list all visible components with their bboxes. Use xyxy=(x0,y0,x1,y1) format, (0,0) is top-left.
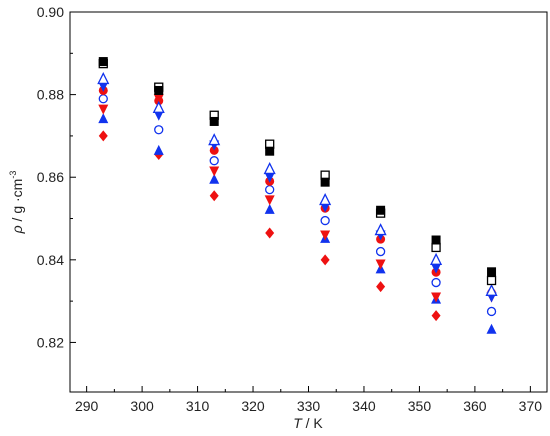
marker xyxy=(320,177,330,187)
marker xyxy=(98,57,108,67)
marker xyxy=(209,190,219,202)
marker xyxy=(431,242,441,253)
marker xyxy=(98,104,109,115)
marker xyxy=(431,292,442,303)
marker xyxy=(320,215,330,226)
marker xyxy=(265,227,275,239)
y-tick-label: 0.88 xyxy=(37,87,64,103)
x-tick-label: 360 xyxy=(463,398,487,414)
marker xyxy=(376,281,386,293)
x-label-var: T xyxy=(293,415,303,431)
x-tick-label: 340 xyxy=(352,398,376,414)
marker xyxy=(319,192,332,206)
marker xyxy=(153,110,164,121)
x-tick-label: 370 xyxy=(519,398,543,414)
marker xyxy=(486,275,497,286)
marker xyxy=(374,223,387,236)
marker xyxy=(487,267,497,277)
marker xyxy=(431,310,441,322)
marker xyxy=(430,252,443,265)
y-axis-label: ρ / g ·cm-3 xyxy=(8,171,25,235)
marker xyxy=(431,263,442,274)
marker xyxy=(97,71,110,85)
marker xyxy=(98,130,108,142)
marker xyxy=(209,173,220,184)
y-tick-label: 0.82 xyxy=(37,334,64,350)
marker xyxy=(98,113,109,124)
marker xyxy=(208,133,221,146)
marker xyxy=(209,156,219,166)
marker xyxy=(320,230,331,241)
marker xyxy=(209,166,220,177)
marker xyxy=(263,162,276,175)
y-label-sup: -3 xyxy=(8,171,18,179)
x-label-unit: / K xyxy=(302,415,324,431)
marker xyxy=(153,144,164,155)
marker xyxy=(431,235,441,245)
marker xyxy=(485,283,498,296)
y-label-unit: / g ·cm xyxy=(9,179,25,226)
marker xyxy=(375,259,386,270)
marker xyxy=(154,85,164,95)
y-tick-label: 0.86 xyxy=(37,169,64,185)
marker xyxy=(431,277,441,288)
marker xyxy=(376,205,386,215)
x-tick-label: 320 xyxy=(241,398,265,414)
marker xyxy=(264,203,275,214)
marker xyxy=(209,116,219,126)
x-tick-label: 290 xyxy=(75,398,99,414)
marker xyxy=(265,184,275,195)
marker xyxy=(486,306,497,317)
marker xyxy=(264,172,275,183)
marker xyxy=(375,246,386,257)
y-tick-label: 0.90 xyxy=(37,4,64,20)
x-tick-label: 330 xyxy=(297,398,321,414)
x-tick-label: 300 xyxy=(130,398,154,414)
x-axis-label: T / K xyxy=(293,415,323,431)
marker xyxy=(265,146,275,156)
marker xyxy=(320,254,330,266)
marker xyxy=(154,125,164,135)
marker xyxy=(264,195,275,206)
y-tick-label: 0.84 xyxy=(37,252,64,268)
x-tick-label: 310 xyxy=(186,398,210,414)
marker xyxy=(98,94,108,104)
x-tick-label: 350 xyxy=(408,398,432,414)
plot-frame xyxy=(69,11,548,393)
marker xyxy=(486,323,497,334)
marker xyxy=(152,100,165,113)
marker xyxy=(98,81,109,92)
y-label-var: ρ xyxy=(9,225,25,234)
marker xyxy=(154,96,164,106)
